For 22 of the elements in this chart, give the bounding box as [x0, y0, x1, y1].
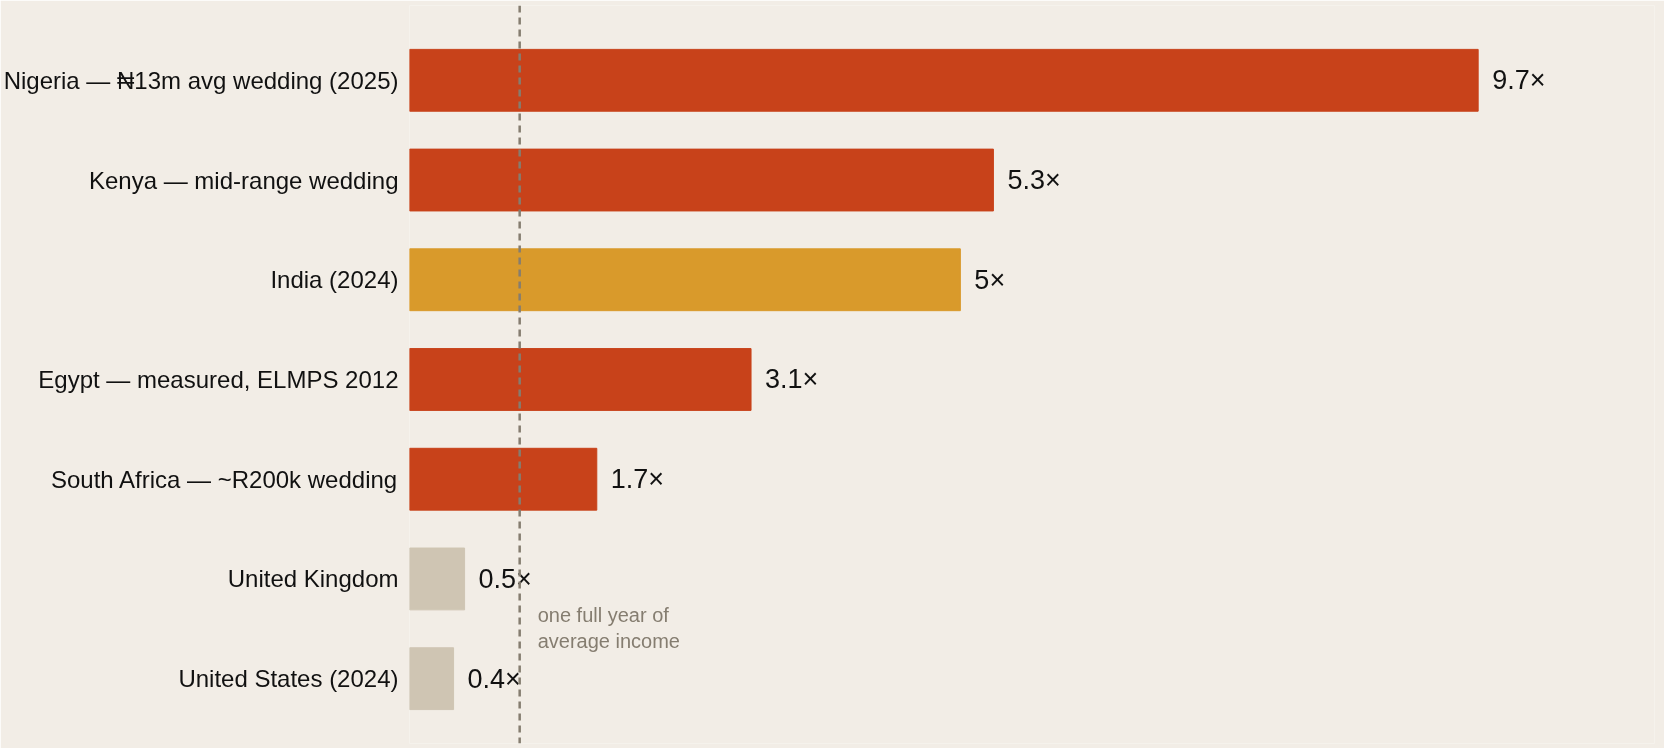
data-label: 9.7× — [1492, 65, 1546, 96]
y-tick-label: United States (2024) — [178, 665, 399, 693]
y-tick-label: United Kingdom — [227, 565, 399, 593]
data-label: 1.7× — [610, 464, 665, 495]
bar — [409, 48, 1479, 112]
bar — [409, 348, 752, 411]
data-label: 3.1× — [765, 364, 819, 395]
y-tick-label: Kenya — mid-range wedding — [89, 166, 399, 194]
bar — [409, 447, 598, 511]
y-tick-label: South Africa — ~R200k wedding — [50, 465, 398, 493]
y-tick-label: Nigeria — ₦13m avg wedding (2025) — [3, 66, 399, 94]
data-label: 5× — [974, 264, 1006, 295]
data-label: 5.3× — [1007, 165, 1061, 196]
data-label: 0.5× — [478, 563, 532, 594]
data-label: 0.4× — [467, 663, 521, 694]
bar — [409, 547, 466, 611]
bar — [409, 148, 994, 212]
bar — [409, 647, 455, 711]
ref-line-label: one full year of average income — [537, 603, 680, 653]
y-tick-label: Egypt — measured, ELMPS 2012 — [38, 365, 399, 393]
y-tick-label: India (2024) — [270, 266, 399, 294]
bar — [409, 248, 961, 312]
